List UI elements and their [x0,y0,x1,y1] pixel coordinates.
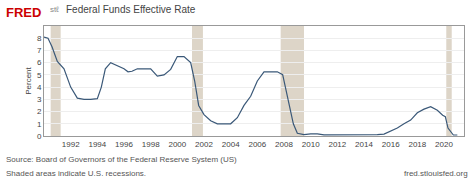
svg-text:stℓ: stℓ [50,5,59,14]
svg-text:2020: 2020 [435,140,453,149]
svg-text:fred.stlouisfed.org: fred.stlouisfed.org [404,169,468,178]
svg-text:2010: 2010 [302,140,320,149]
svg-text:FRED: FRED [6,5,41,20]
svg-text:Percent: Percent [24,66,33,94]
svg-text:3: 3 [37,95,42,104]
svg-text:6: 6 [37,58,42,67]
svg-text:1998: 1998 [142,140,160,149]
svg-text:2016: 2016 [382,140,400,149]
svg-text:4: 4 [37,83,42,92]
svg-text:Source: Board of Governors of: Source: Board of Governors of the Federa… [6,155,237,164]
svg-text:1994: 1994 [88,140,106,149]
svg-text:2000: 2000 [168,140,186,149]
svg-text:8: 8 [37,34,42,43]
svg-text:0: 0 [37,132,42,141]
svg-text:2002: 2002 [195,140,213,149]
svg-text:2004: 2004 [222,140,240,149]
svg-text:7: 7 [37,46,42,55]
svg-text:2012: 2012 [328,140,346,149]
svg-text:2008: 2008 [275,140,293,149]
svg-text:2: 2 [37,107,42,116]
svg-text:2006: 2006 [248,140,266,149]
svg-text:1996: 1996 [115,140,133,149]
svg-text:5: 5 [37,71,42,80]
svg-text:1: 1 [37,120,42,129]
svg-text:Federal Funds Effective Rate: Federal Funds Effective Rate [66,4,196,15]
svg-text:2014: 2014 [355,140,373,149]
svg-text:2018: 2018 [408,140,426,149]
svg-text:Shaded areas indicate U.S. rec: Shaded areas indicate U.S. recessions. [6,169,146,178]
svg-text:1992: 1992 [62,140,80,149]
